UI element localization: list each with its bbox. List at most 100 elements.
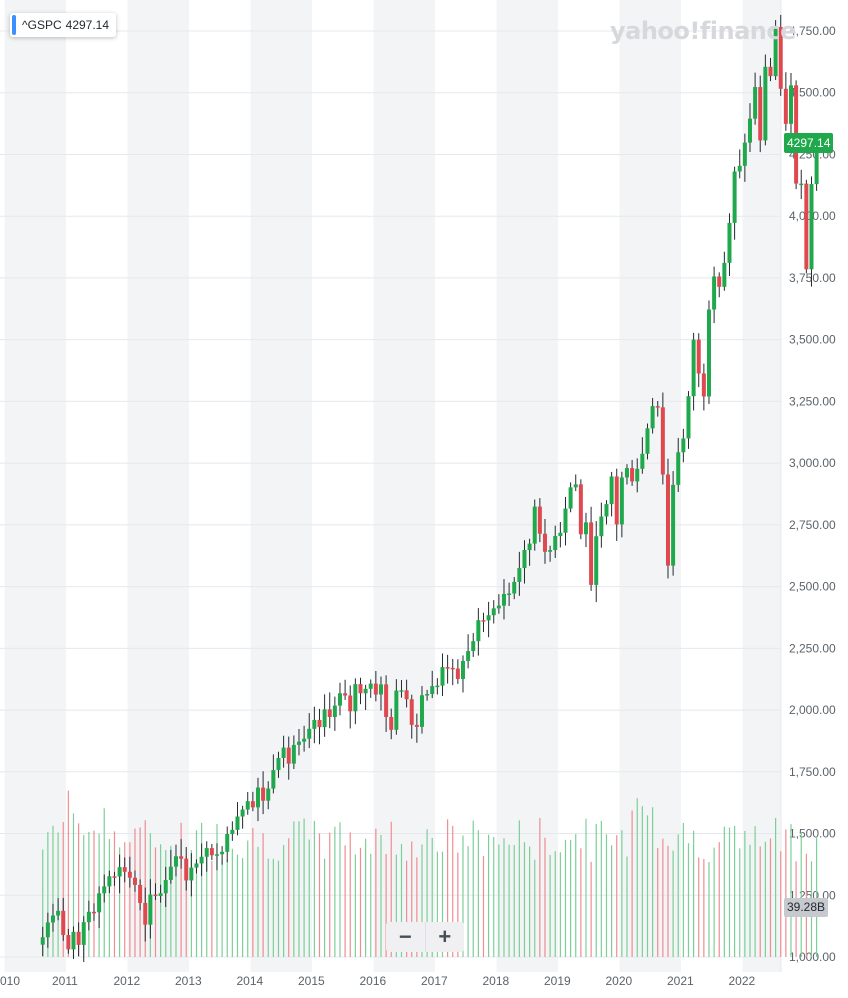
candle-body	[97, 893, 102, 913]
candle-body	[517, 568, 522, 582]
candle-body	[91, 911, 96, 914]
candle-body	[481, 620, 486, 622]
candle-body	[471, 641, 476, 652]
volume-tag: 39.28B	[784, 898, 829, 917]
year-band	[373, 0, 435, 972]
candle-body	[281, 747, 286, 758]
candle-body	[399, 690, 404, 692]
candle-body	[804, 183, 809, 270]
candle-body	[445, 667, 450, 669]
year-band	[4, 0, 66, 972]
candle-body	[609, 476, 614, 505]
candle-body	[768, 66, 773, 77]
candle-body	[404, 690, 409, 700]
x-tick-label: 2012	[114, 974, 141, 988]
candle-body	[40, 937, 45, 945]
candle-body	[358, 684, 363, 694]
x-tick-label: 2018	[483, 974, 510, 988]
candle-body	[225, 834, 230, 852]
candle-body	[122, 867, 127, 872]
candle-body	[512, 581, 517, 594]
candle-body	[706, 309, 711, 397]
candle-body	[814, 142, 819, 185]
candle-body	[676, 452, 681, 485]
candle-body	[173, 856, 178, 867]
candle-body	[337, 693, 342, 706]
year-band	[619, 0, 681, 972]
candle-body	[322, 709, 327, 728]
candle-body	[102, 886, 107, 894]
candle-body	[148, 894, 153, 925]
candle-body	[696, 339, 701, 374]
candle-body	[394, 690, 399, 730]
candle-body	[409, 699, 414, 725]
candle-body	[599, 516, 604, 537]
x-tick-label: 2015	[298, 974, 325, 988]
candle-body	[45, 922, 50, 938]
candle-body	[425, 694, 430, 696]
candle-body	[799, 183, 804, 186]
y-tick-label: 1,750.00	[789, 765, 836, 779]
x-tick-label: 2016	[360, 974, 387, 988]
candle-body	[112, 876, 117, 878]
candle-body	[127, 871, 132, 878]
candle-body	[271, 770, 276, 789]
candle-body	[373, 683, 378, 695]
candle-body	[86, 911, 91, 923]
candle-body	[143, 902, 148, 925]
candle-body	[660, 407, 665, 475]
ticker-chip[interactable]: ^GSPC 4297.14	[10, 13, 117, 37]
candle-body	[717, 276, 722, 287]
y-tick-label: 2,500.00	[789, 580, 836, 594]
candle-body	[701, 373, 706, 397]
y-tick-label: 2,750.00	[789, 518, 836, 532]
candle-body	[286, 747, 291, 764]
candle-body	[753, 87, 758, 119]
candle-body	[763, 66, 768, 141]
candle-body	[220, 851, 225, 855]
candle-body	[343, 693, 348, 696]
x-tick-label: 010	[0, 974, 20, 988]
zoom-out-button[interactable]: −	[386, 922, 426, 952]
candle-body	[732, 171, 737, 223]
candle-body	[138, 884, 143, 903]
candle-body	[486, 615, 491, 621]
candle-body	[419, 695, 424, 727]
x-tick-label: 2014	[237, 974, 264, 988]
candle-body	[450, 667, 455, 670]
candle-body	[107, 876, 112, 887]
candle-body	[230, 829, 235, 835]
candle-body	[235, 816, 240, 830]
candle-body	[71, 931, 76, 950]
year-band	[742, 0, 781, 972]
zoom-in-button[interactable]: +	[438, 924, 452, 949]
candle-body	[747, 118, 752, 143]
x-tick-label: 2019	[544, 974, 571, 988]
candle-body	[250, 801, 255, 808]
x-tick-label: 2011	[52, 974, 78, 988]
candle-body	[778, 27, 783, 89]
candle-body	[727, 222, 732, 263]
candle-body	[466, 651, 471, 661]
candle-body	[368, 683, 373, 689]
zoom-control: − +	[386, 922, 464, 952]
candle-body	[209, 848, 214, 856]
year-band	[127, 0, 189, 972]
y-tick-label: 3,000.00	[789, 456, 836, 470]
candle-body	[312, 719, 317, 729]
candle-body	[563, 508, 568, 533]
candle-body	[476, 620, 481, 642]
candle-body	[430, 686, 435, 695]
candle-body	[691, 339, 696, 397]
x-tick-label: 2021	[667, 974, 694, 988]
candle-body	[507, 593, 512, 596]
candle-body	[414, 724, 419, 727]
candle-body	[614, 476, 619, 525]
candle-body	[302, 738, 307, 742]
candle-body	[491, 608, 496, 616]
candle-body	[645, 428, 650, 454]
candle-body	[158, 893, 163, 897]
y-tick-label: 3,250.00	[789, 394, 836, 408]
candle-body	[630, 468, 635, 482]
